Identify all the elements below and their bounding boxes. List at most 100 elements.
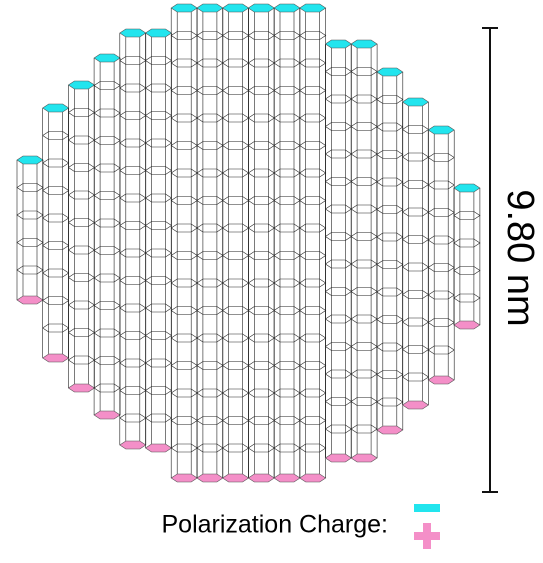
layer-outline: [222, 141, 250, 150]
layer-outline: [324, 369, 352, 379]
layer-outline: [196, 196, 224, 205]
layer-outline: [401, 290, 430, 299]
layer-outline: [299, 113, 327, 123]
layer-outline: [427, 290, 455, 300]
layer-outline: [170, 306, 198, 315]
layer-outline: [170, 113, 198, 123]
layer-outline: [350, 177, 378, 186]
layer-outline: [324, 204, 352, 214]
top-cap: [67, 80, 95, 90]
layer-outline: [273, 443, 301, 453]
layer-outline: [324, 424, 352, 434]
layer-outline: [42, 268, 70, 278]
layer-outline: [67, 218, 95, 227]
bottom-cap: [247, 473, 275, 483]
layer-outline: [401, 152, 430, 162]
layer-outline: [247, 416, 275, 425]
negative-charge-symbol: [414, 504, 440, 512]
layer-outline: [222, 388, 250, 398]
layer-outline: [196, 416, 224, 425]
layer-outline: [93, 328, 121, 338]
layer-outline: [170, 333, 198, 343]
layer-outline: [350, 232, 378, 241]
layer-outline: [299, 388, 327, 398]
layer-outline: [273, 86, 301, 95]
layer-outline: [144, 331, 173, 340]
layer-outline: [401, 317, 430, 327]
layer-outline: [324, 122, 352, 131]
layer-outline: [16, 210, 44, 220]
layer-outline: [299, 196, 327, 205]
layer-outline: [324, 342, 352, 351]
layer-outline: [350, 342, 378, 351]
layer-outline: [376, 205, 404, 214]
layer-outline: [93, 108, 121, 118]
layer-outline: [453, 238, 481, 248]
layer-outline: [222, 361, 250, 370]
layer-outline: [119, 413, 147, 423]
layer-outline: [299, 251, 327, 260]
layer-outline: [247, 58, 275, 68]
layer-outline: [42, 131, 70, 140]
layer-outline: [401, 345, 430, 354]
bottom-cap: [222, 473, 250, 483]
layer-outline: [222, 333, 250, 343]
layer-outline: [67, 135, 95, 145]
layer-outline: [119, 248, 147, 258]
layer-outline: [376, 260, 404, 269]
layer-outline: [222, 196, 250, 205]
layer-outline: [196, 223, 224, 233]
layer-outline: [119, 303, 147, 313]
layer-outline: [299, 361, 327, 370]
layer-outline: [67, 328, 95, 337]
bottom-cap: [324, 453, 352, 463]
layer-outline: [376, 342, 404, 352]
layer-outline: [299, 443, 327, 453]
bottom-cap: [42, 353, 70, 363]
bottom-cap: [119, 440, 147, 450]
layer-outline: [299, 223, 327, 233]
bottom-cap: [350, 453, 378, 463]
layer-outline: [170, 196, 198, 205]
layer-outline: [222, 168, 250, 178]
layer-outline: [119, 276, 147, 285]
layer-outline: [67, 108, 95, 117]
layer-outline: [196, 113, 224, 123]
layer-outline: [170, 251, 198, 260]
layer-outline: [376, 315, 404, 324]
layer-outline: [196, 333, 224, 343]
layer-outline: [299, 416, 327, 425]
layer-outline: [144, 413, 173, 423]
layer-outline: [427, 208, 455, 217]
layer-outline: [144, 111, 173, 120]
layer-outline: [196, 443, 224, 453]
layer-outline: [144, 221, 173, 230]
layer-outline: [196, 251, 224, 260]
layer-outline: [376, 287, 404, 297]
layer-outline: [42, 296, 70, 305]
layer-outline: [170, 388, 198, 398]
layer-outline: [324, 397, 352, 406]
legend-label: Polarization Charge:: [161, 511, 388, 539]
layer-outline: [222, 58, 250, 68]
layer-outline: [247, 31, 275, 40]
layer-outline: [196, 168, 224, 178]
layer-outline: [222, 306, 250, 315]
layer-outline: [273, 306, 301, 315]
layer-outline: [170, 58, 198, 68]
layer-outline: [324, 314, 352, 324]
layer-outline: [376, 150, 404, 159]
layer-outline: [273, 361, 301, 370]
layer-outline: [376, 397, 404, 407]
layer-outline: [273, 278, 301, 288]
layer-outline: [427, 235, 455, 245]
layer-outline: [170, 443, 198, 453]
top-cap: [299, 3, 327, 13]
layer-outline: [144, 166, 173, 175]
layer-outline: [247, 113, 275, 123]
layer-outline: [324, 177, 352, 186]
top-cap: [453, 183, 481, 193]
bottom-cap: [16, 295, 44, 305]
layer-outline: [93, 136, 121, 145]
layer-outline: [93, 356, 121, 365]
